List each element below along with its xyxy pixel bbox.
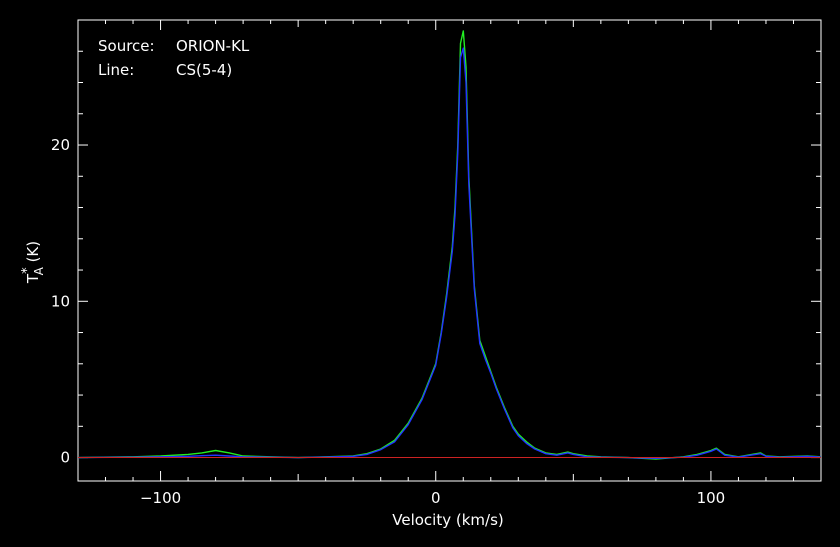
annotation-line-value: CS(5-4) bbox=[176, 61, 232, 79]
x-tick-label: −100 bbox=[140, 489, 181, 507]
axis-ticks: −100 0 100 0 10 20 bbox=[51, 19, 822, 507]
annotation-source-value: ORION-KL bbox=[176, 37, 250, 55]
x-axis-label: Velocity (km/s) bbox=[392, 511, 503, 529]
annotation-line-key: Line: bbox=[98, 61, 134, 79]
y-tick-label: 10 bbox=[51, 292, 70, 310]
y-tick-label: 0 bbox=[60, 449, 70, 467]
y-axis-label: T*A (K) bbox=[20, 241, 46, 284]
annotation-source-key: Source: bbox=[98, 37, 155, 55]
y-axis-label-sub: A bbox=[32, 266, 46, 275]
y-tick-label: 20 bbox=[51, 136, 70, 154]
y-axis-label-sup: * bbox=[20, 267, 35, 274]
x-tick-label: 0 bbox=[431, 489, 441, 507]
plot-frame bbox=[77, 19, 822, 482]
x-tick-label: 100 bbox=[697, 489, 726, 507]
y-axis-label-unit: (K) bbox=[24, 241, 42, 267]
y-axis-label-base: T bbox=[24, 273, 42, 284]
